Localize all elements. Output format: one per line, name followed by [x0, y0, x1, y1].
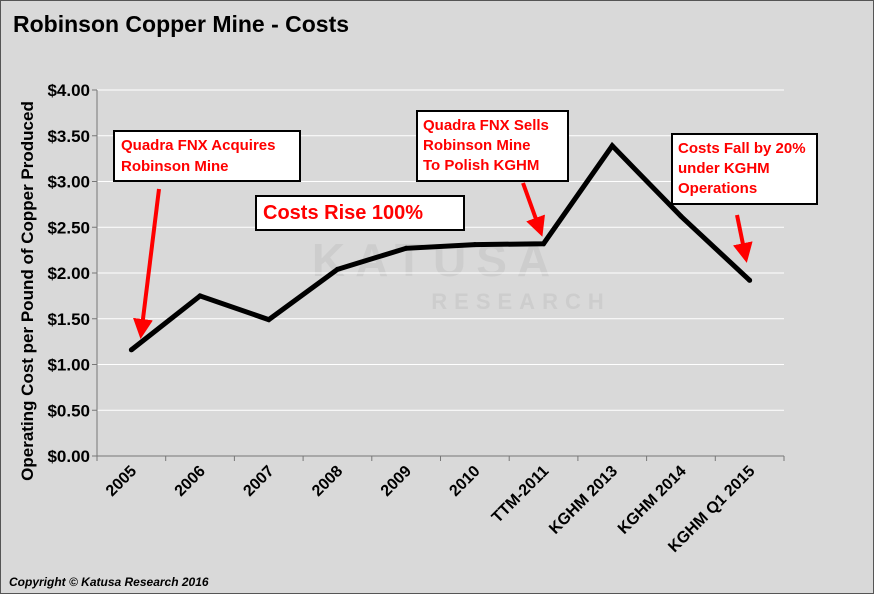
x-tick-label: 2007 — [240, 463, 277, 500]
y-tick-label: $1.50 — [47, 310, 90, 329]
x-tick-label: KGHM 2013 — [546, 463, 621, 538]
data-point — [541, 241, 547, 247]
x-tick-label: KGHM 2014 — [615, 463, 690, 538]
y-tick-label: $4.00 — [47, 81, 90, 100]
x-tick-label: 2009 — [378, 463, 415, 500]
y-tick-label: $0.00 — [47, 447, 90, 466]
y-tick-label: $2.50 — [47, 218, 90, 237]
y-tick-label: $3.50 — [47, 127, 90, 146]
axes — [92, 89, 785, 461]
data-point — [678, 213, 684, 219]
arrow-fall — [732, 214, 753, 263]
data-point — [609, 143, 615, 149]
y-tick-labels: $0.00 $0.50 $1.00 $1.50 $2.00 $2.50 $3.00 $3.50… — [47, 81, 90, 466]
y-tick-label: $1.00 — [47, 356, 90, 375]
watermark-line-2: RESEARCH — [431, 289, 610, 314]
series — [128, 141, 753, 353]
arrow-sells — [521, 182, 545, 237]
data-point — [266, 317, 272, 323]
annotation-costs-rise: Costs Rise 100% — [255, 195, 465, 231]
data-point — [472, 242, 478, 248]
annotation-costs-fall: Costs Fall by 20% under KGHM Operations — [671, 133, 818, 205]
copyright-note: Copyright © Katusa Research 2016 — [9, 575, 209, 589]
y-tick-label: $2.00 — [47, 264, 90, 283]
data-point — [128, 347, 134, 353]
annotation-sells: Quadra FNX Sells Robinson Mine To Polish… — [416, 110, 569, 182]
annotation-arrows — [133, 182, 753, 339]
x-tick-label: 2010 — [446, 463, 483, 500]
arrow-acquire — [133, 188, 161, 339]
series-line — [129, 141, 752, 352]
data-point — [334, 266, 340, 272]
x-tick-label: TTM-2011 — [489, 463, 553, 527]
x-tick-label: 2008 — [309, 463, 346, 500]
y-tick-label: $0.50 — [47, 401, 90, 420]
annotation-acquire: Quadra FNX Acquires Robinson Mine — [113, 130, 301, 182]
data-point — [403, 245, 409, 251]
x-tick-label: 2006 — [172, 463, 209, 500]
data-point — [197, 293, 203, 299]
data-point — [747, 277, 753, 283]
y-tick-label: $3.00 — [47, 173, 90, 192]
chart-title: Robinson Copper Mine - Costs — [13, 11, 350, 37]
x-tick-label: 2005 — [103, 463, 140, 500]
